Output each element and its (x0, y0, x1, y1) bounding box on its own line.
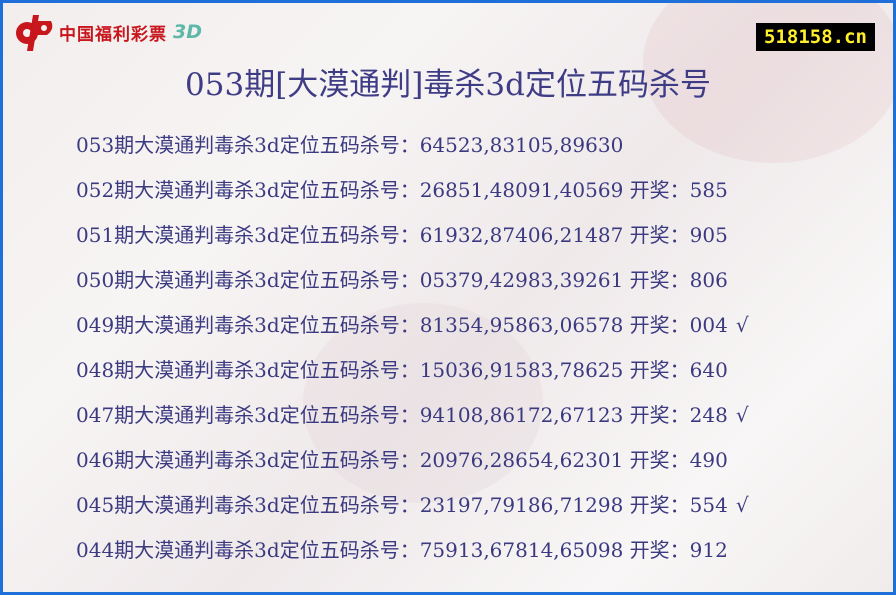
draw-result: 905 (689, 223, 728, 247)
list-item: 044期大漠通判毒杀3d定位五码杀号：75913,67814,65098 开奖：… (76, 536, 749, 581)
logo-text: 中国福利彩票 (59, 24, 167, 45)
list-item: 048期大漠通判毒杀3d定位五码杀号：15036,91583,78625 开奖：… (76, 356, 749, 401)
list-item: 053期大漠通判毒杀3d定位五码杀号：64523,83105,89630 (76, 131, 749, 176)
row-prefix: 051期大漠通判毒杀3d定位五码杀号： (76, 223, 420, 247)
draw-label: 开奖： (629, 448, 690, 472)
kill-codes: 81354,95863,06578 (419, 313, 624, 337)
kill-codes: 15036,91583,78625 (419, 358, 624, 382)
list-item: 047期大漠通判毒杀3d定位五码杀号：94108,86172,67123 开奖：… (76, 401, 749, 446)
kill-codes: 26851,48091,40569 (419, 178, 624, 202)
row-prefix: 053期大漠通判毒杀3d定位五码杀号： (76, 133, 420, 157)
prediction-list: 053期大漠通判毒杀3d定位五码杀号：64523,83105,89630 052期… (76, 131, 749, 581)
lottery-logo: 中国福利彩票 3D (13, 11, 202, 53)
draw-label: 开奖： (629, 313, 690, 337)
list-item: 052期大漠通判毒杀3d定位五码杀号：26851,48091,40569 开奖：… (76, 176, 749, 221)
draw-label: 开奖： (629, 178, 690, 202)
draw-result: 806 (689, 268, 728, 292)
page-title: 053期[大漠通判]毒杀3d定位五码杀号 (185, 67, 711, 103)
draw-result: 585 (689, 178, 728, 202)
kill-codes: 94108,86172,67123 (419, 403, 624, 427)
row-prefix: 048期大漠通判毒杀3d定位五码杀号： (76, 358, 420, 382)
kill-codes: 75913,67814,65098 (419, 538, 624, 562)
row-prefix: 046期大漠通判毒杀3d定位五码杀号： (76, 448, 420, 472)
list-item: 050期大漠通判毒杀3d定位五码杀号：05379,42983,39261 开奖：… (76, 266, 749, 311)
row-prefix: 050期大漠通判毒杀3d定位五码杀号： (76, 268, 420, 292)
row-prefix: 052期大漠通判毒杀3d定位五码杀号： (76, 178, 420, 202)
draw-label: 开奖： (629, 268, 690, 292)
row-prefix: 045期大漠通判毒杀3d定位五码杀号： (76, 493, 420, 517)
welfare-lottery-logo-icon (16, 15, 53, 51)
draw-label: 开奖： (629, 493, 690, 517)
row-prefix: 044期大漠通判毒杀3d定位五码杀号： (76, 538, 420, 562)
draw-result: 640 (689, 358, 728, 382)
list-item: 051期大漠通判毒杀3d定位五码杀号：61932,87406,21487 开奖：… (76, 221, 749, 266)
check-icon: √ (735, 403, 749, 427)
check-icon: √ (735, 493, 749, 517)
row-prefix: 049期大漠通判毒杀3d定位五码杀号： (76, 313, 420, 337)
logo-3d: 3D (173, 21, 202, 43)
draw-label: 开奖： (629, 358, 690, 382)
kill-codes: 05379,42983,39261 (419, 268, 624, 292)
draw-result: 490 (689, 448, 728, 472)
kill-codes: 64523,83105,89630 (419, 133, 624, 157)
kill-codes: 20976,28654,62301 (419, 448, 624, 472)
site-badge[interactable]: 518158.cn (756, 23, 875, 51)
kill-codes: 23197,79186,71298 (419, 493, 624, 517)
check-icon: √ (735, 313, 749, 337)
draw-result: 248 (689, 403, 728, 427)
draw-label: 开奖： (629, 223, 690, 247)
background-blossom (303, 303, 543, 503)
draw-result: 004 (689, 313, 728, 337)
draw-label: 开奖： (629, 538, 690, 562)
draw-result: 912 (689, 538, 728, 562)
list-item: 049期大漠通判毒杀3d定位五码杀号：81354,95863,06578 开奖：… (76, 311, 749, 356)
draw-result: 554 (689, 493, 728, 517)
draw-label: 开奖： (629, 403, 690, 427)
list-item: 045期大漠通判毒杀3d定位五码杀号：23197,79186,71298 开奖：… (76, 491, 749, 536)
kill-codes: 61932,87406,21487 (419, 223, 624, 247)
row-prefix: 047期大漠通判毒杀3d定位五码杀号： (76, 403, 420, 427)
list-item: 046期大漠通判毒杀3d定位五码杀号：20976,28654,62301 开奖：… (76, 446, 749, 491)
